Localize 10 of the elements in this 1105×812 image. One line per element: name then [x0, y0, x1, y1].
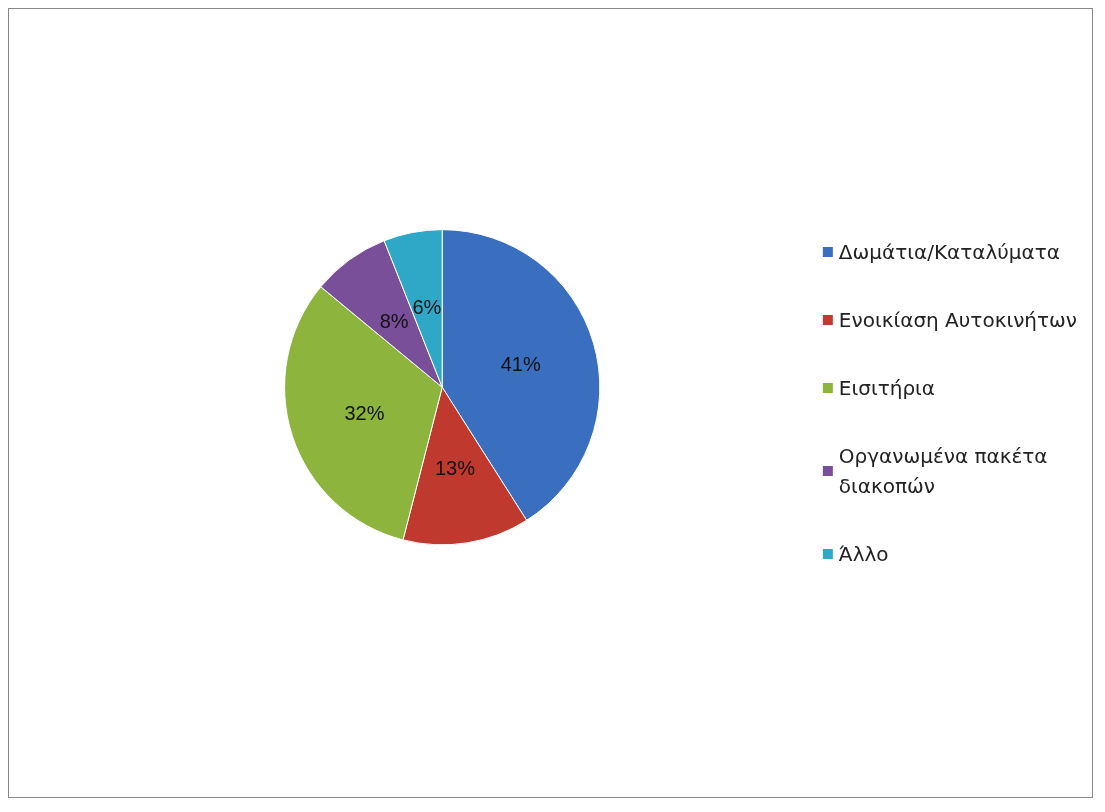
data-label: 41%: [500, 353, 541, 376]
legend-label: Άλλο: [838, 542, 889, 566]
data-label: 8%: [379, 310, 409, 333]
data-label: 32%: [344, 401, 385, 424]
legend-label: Οργανωμένα πακέτα διακοπών: [838, 444, 1048, 498]
legend-label: Δωμάτια/Καταλύματα: [838, 240, 1060, 264]
legend-label: Εισιτήρια: [838, 376, 936, 400]
data-label: 6%: [412, 295, 442, 318]
legend-label: Ενοικίαση Αυτοκινήτων: [838, 308, 1077, 332]
data-label: 13%: [434, 457, 476, 480]
